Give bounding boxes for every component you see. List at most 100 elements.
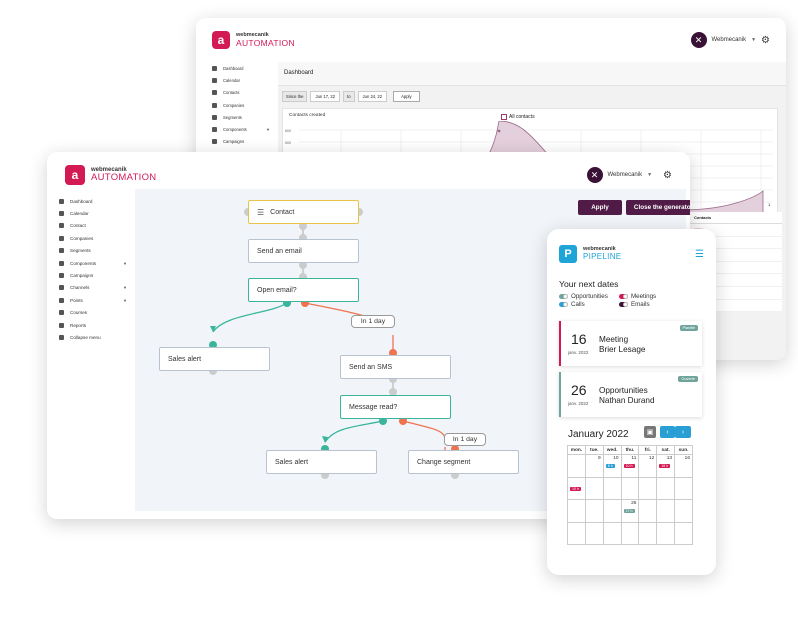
chart-legend[interactable]: All contacts bbox=[501, 114, 535, 120]
gear-icon[interactable]: ⚙ bbox=[761, 34, 770, 46]
calendar-day[interactable] bbox=[584, 476, 604, 500]
sidebar-item-dashboard[interactable]: Dashboard bbox=[196, 62, 278, 74]
to-date-input[interactable]: Jun 24, 22 bbox=[357, 91, 388, 102]
sidebar-item-campaigns[interactable]: Campaigns bbox=[196, 136, 278, 148]
port[interactable] bbox=[389, 388, 397, 396]
calendar-event[interactable]: 10 h bbox=[570, 486, 581, 491]
calendar-today-icon[interactable]: ▣ bbox=[644, 426, 656, 438]
legend-checkbox[interactable] bbox=[501, 114, 507, 120]
calendar-day[interactable] bbox=[620, 476, 640, 500]
toggle-switch[interactable] bbox=[559, 294, 568, 299]
user-name: Webmecanik bbox=[607, 172, 643, 178]
calendar-day[interactable] bbox=[620, 521, 640, 545]
filter-emails[interactable]: Emails bbox=[619, 301, 689, 308]
calendar-day[interactable] bbox=[656, 499, 676, 523]
sidebar-item-segments[interactable]: Segments bbox=[47, 245, 135, 257]
sidebar-item-collapse[interactable]: Collapse menu bbox=[47, 331, 135, 343]
close-generator-button[interactable]: Close the generator bbox=[626, 200, 690, 215]
date-apply-button[interactable]: Apply bbox=[393, 91, 420, 102]
automation-logo[interactable]: a webmecanik AUTOMATION bbox=[212, 31, 295, 49]
message-read-node[interactable]: Message read? bbox=[340, 395, 451, 419]
contact-node[interactable]: ☰ Contact bbox=[248, 200, 359, 224]
sidebar-item-courses[interactable]: Courses bbox=[47, 307, 135, 319]
user-menu[interactable]: ✕ Webmecanik ▼ ⚙ bbox=[586, 167, 672, 183]
pager[interactable]: 1 bbox=[768, 202, 771, 207]
delay-pill[interactable]: In 1 day bbox=[351, 315, 395, 328]
calendar-day[interactable] bbox=[567, 521, 586, 545]
builder-sidebar: Dashboard Calendar Contact Companies Seg… bbox=[47, 195, 135, 519]
chevron-left-icon[interactable]: ‹ bbox=[660, 426, 675, 438]
toggle-switch[interactable] bbox=[559, 302, 568, 307]
sidebar-item-points[interactable]: Points ▼ bbox=[47, 294, 135, 306]
calendar-day[interactable] bbox=[656, 476, 676, 500]
sidebar-item-channels[interactable]: Channels▼ bbox=[47, 282, 135, 294]
calendar-day[interactable] bbox=[567, 454, 586, 478]
calendar-day[interactable]: 10 8 h bbox=[602, 454, 622, 478]
calendar-day[interactable] bbox=[638, 521, 658, 545]
calendar-day[interactable] bbox=[602, 476, 622, 500]
port[interactable] bbox=[299, 222, 307, 230]
calendar-day[interactable]: 11 10 h bbox=[620, 454, 640, 478]
sidebar-item-campaigns[interactable]: Campaigns bbox=[47, 269, 135, 281]
sidebar-item-components[interactable]: Components ▼ bbox=[196, 123, 278, 135]
calendar-day[interactable] bbox=[674, 499, 693, 523]
filter-opportunities[interactable]: Opportunities bbox=[559, 293, 619, 300]
change-segment-node[interactable]: Change segment bbox=[408, 450, 519, 474]
calendar-day[interactable] bbox=[674, 521, 693, 545]
no-port[interactable] bbox=[399, 417, 407, 425]
filter-meetings[interactable]: Meetings bbox=[619, 293, 689, 300]
calendar-day[interactable] bbox=[602, 499, 622, 523]
delay-pill[interactable]: In 1 day bbox=[444, 433, 486, 446]
sidebar-item-contact[interactable]: Contact bbox=[47, 220, 135, 232]
calendar-day[interactable]: 12 bbox=[638, 454, 658, 478]
event-card-opportunity[interactable]: 26 janv. 2022 Opportunities Nathan Duran… bbox=[559, 372, 702, 417]
gear-icon[interactable]: ⚙ bbox=[663, 169, 672, 181]
event-title: Meeting bbox=[599, 335, 629, 344]
sidebar-item-calendar[interactable]: Calendar bbox=[47, 207, 135, 219]
calendar-day[interactable]: 13 16 h bbox=[656, 454, 676, 478]
sales-alert-node[interactable]: Sales alert bbox=[159, 347, 270, 371]
pipeline-logo[interactable]: P webmecanik PIPELINE bbox=[559, 245, 621, 263]
yes-port[interactable] bbox=[379, 417, 387, 425]
sidebar-item-dashboard[interactable]: Dashboard bbox=[47, 195, 135, 207]
sidebar-item-companies[interactable]: Companies bbox=[47, 232, 135, 244]
apply-button[interactable]: Apply bbox=[578, 200, 622, 215]
toggle-switch[interactable] bbox=[619, 294, 628, 299]
since-date-input[interactable]: Jun 17, 22 bbox=[310, 91, 341, 102]
sidebar-item-calendar[interactable]: Calendar bbox=[196, 74, 278, 86]
calendar-event[interactable]: 8 h bbox=[605, 464, 615, 468]
calendar-day[interactable] bbox=[674, 476, 693, 500]
hamburger-menu-icon[interactable]: ☰ bbox=[695, 248, 704, 260]
calendar-event[interactable]: 10 h bbox=[623, 464, 635, 468]
calendar-day[interactable] bbox=[567, 499, 586, 523]
toggle-switch[interactable] bbox=[619, 302, 628, 307]
calendar-day[interactable] bbox=[638, 476, 658, 500]
port[interactable] bbox=[299, 261, 307, 269]
calendar-day[interactable] bbox=[656, 521, 676, 545]
calendar-day[interactable] bbox=[584, 499, 604, 523]
sales-alert-node[interactable]: Sales alert bbox=[266, 450, 377, 474]
calendar-day[interactable] bbox=[602, 521, 622, 545]
data-point[interactable] bbox=[497, 129, 501, 133]
send-email-node[interactable]: Send an email bbox=[248, 239, 359, 263]
sidebar-item-reports[interactable]: Reports bbox=[47, 319, 135, 331]
calendar-day[interactable]: 16 bbox=[674, 454, 693, 478]
filter-calls[interactable]: Calls bbox=[559, 301, 619, 308]
calendar-day[interactable]: 9 bbox=[584, 454, 604, 478]
calendar-event[interactable]: 17 h bbox=[623, 509, 635, 513]
calendar-day[interactable]: 26 17 h bbox=[620, 499, 640, 523]
sidebar-item-companies[interactable]: Companies bbox=[196, 99, 278, 111]
sidebar-item-contacts[interactable]: Contacts bbox=[196, 87, 278, 99]
send-sms-node[interactable]: Send an SMS bbox=[340, 355, 451, 379]
event-card-meeting[interactable]: 16 janv. 2022 Meeting Brier Lesage Plani… bbox=[559, 321, 702, 366]
sidebar-item-components[interactable]: Components ▼ bbox=[47, 257, 135, 269]
automation-logo[interactable]: a webmecanik AUTOMATION bbox=[65, 165, 156, 185]
calendar-day[interactable] bbox=[638, 499, 658, 523]
user-menu[interactable]: ✕ Webmecanik ▼ ⚙ bbox=[690, 32, 770, 48]
calendar-day[interactable] bbox=[584, 521, 604, 545]
calendar-day[interactable]: 10 h bbox=[567, 476, 586, 500]
chevron-right-icon[interactable]: › bbox=[675, 426, 691, 438]
calendar-event[interactable]: 16 h bbox=[659, 464, 671, 468]
sidebar-item-segments[interactable]: Segments bbox=[196, 111, 278, 123]
open-email-node[interactable]: Open email? bbox=[248, 278, 359, 302]
